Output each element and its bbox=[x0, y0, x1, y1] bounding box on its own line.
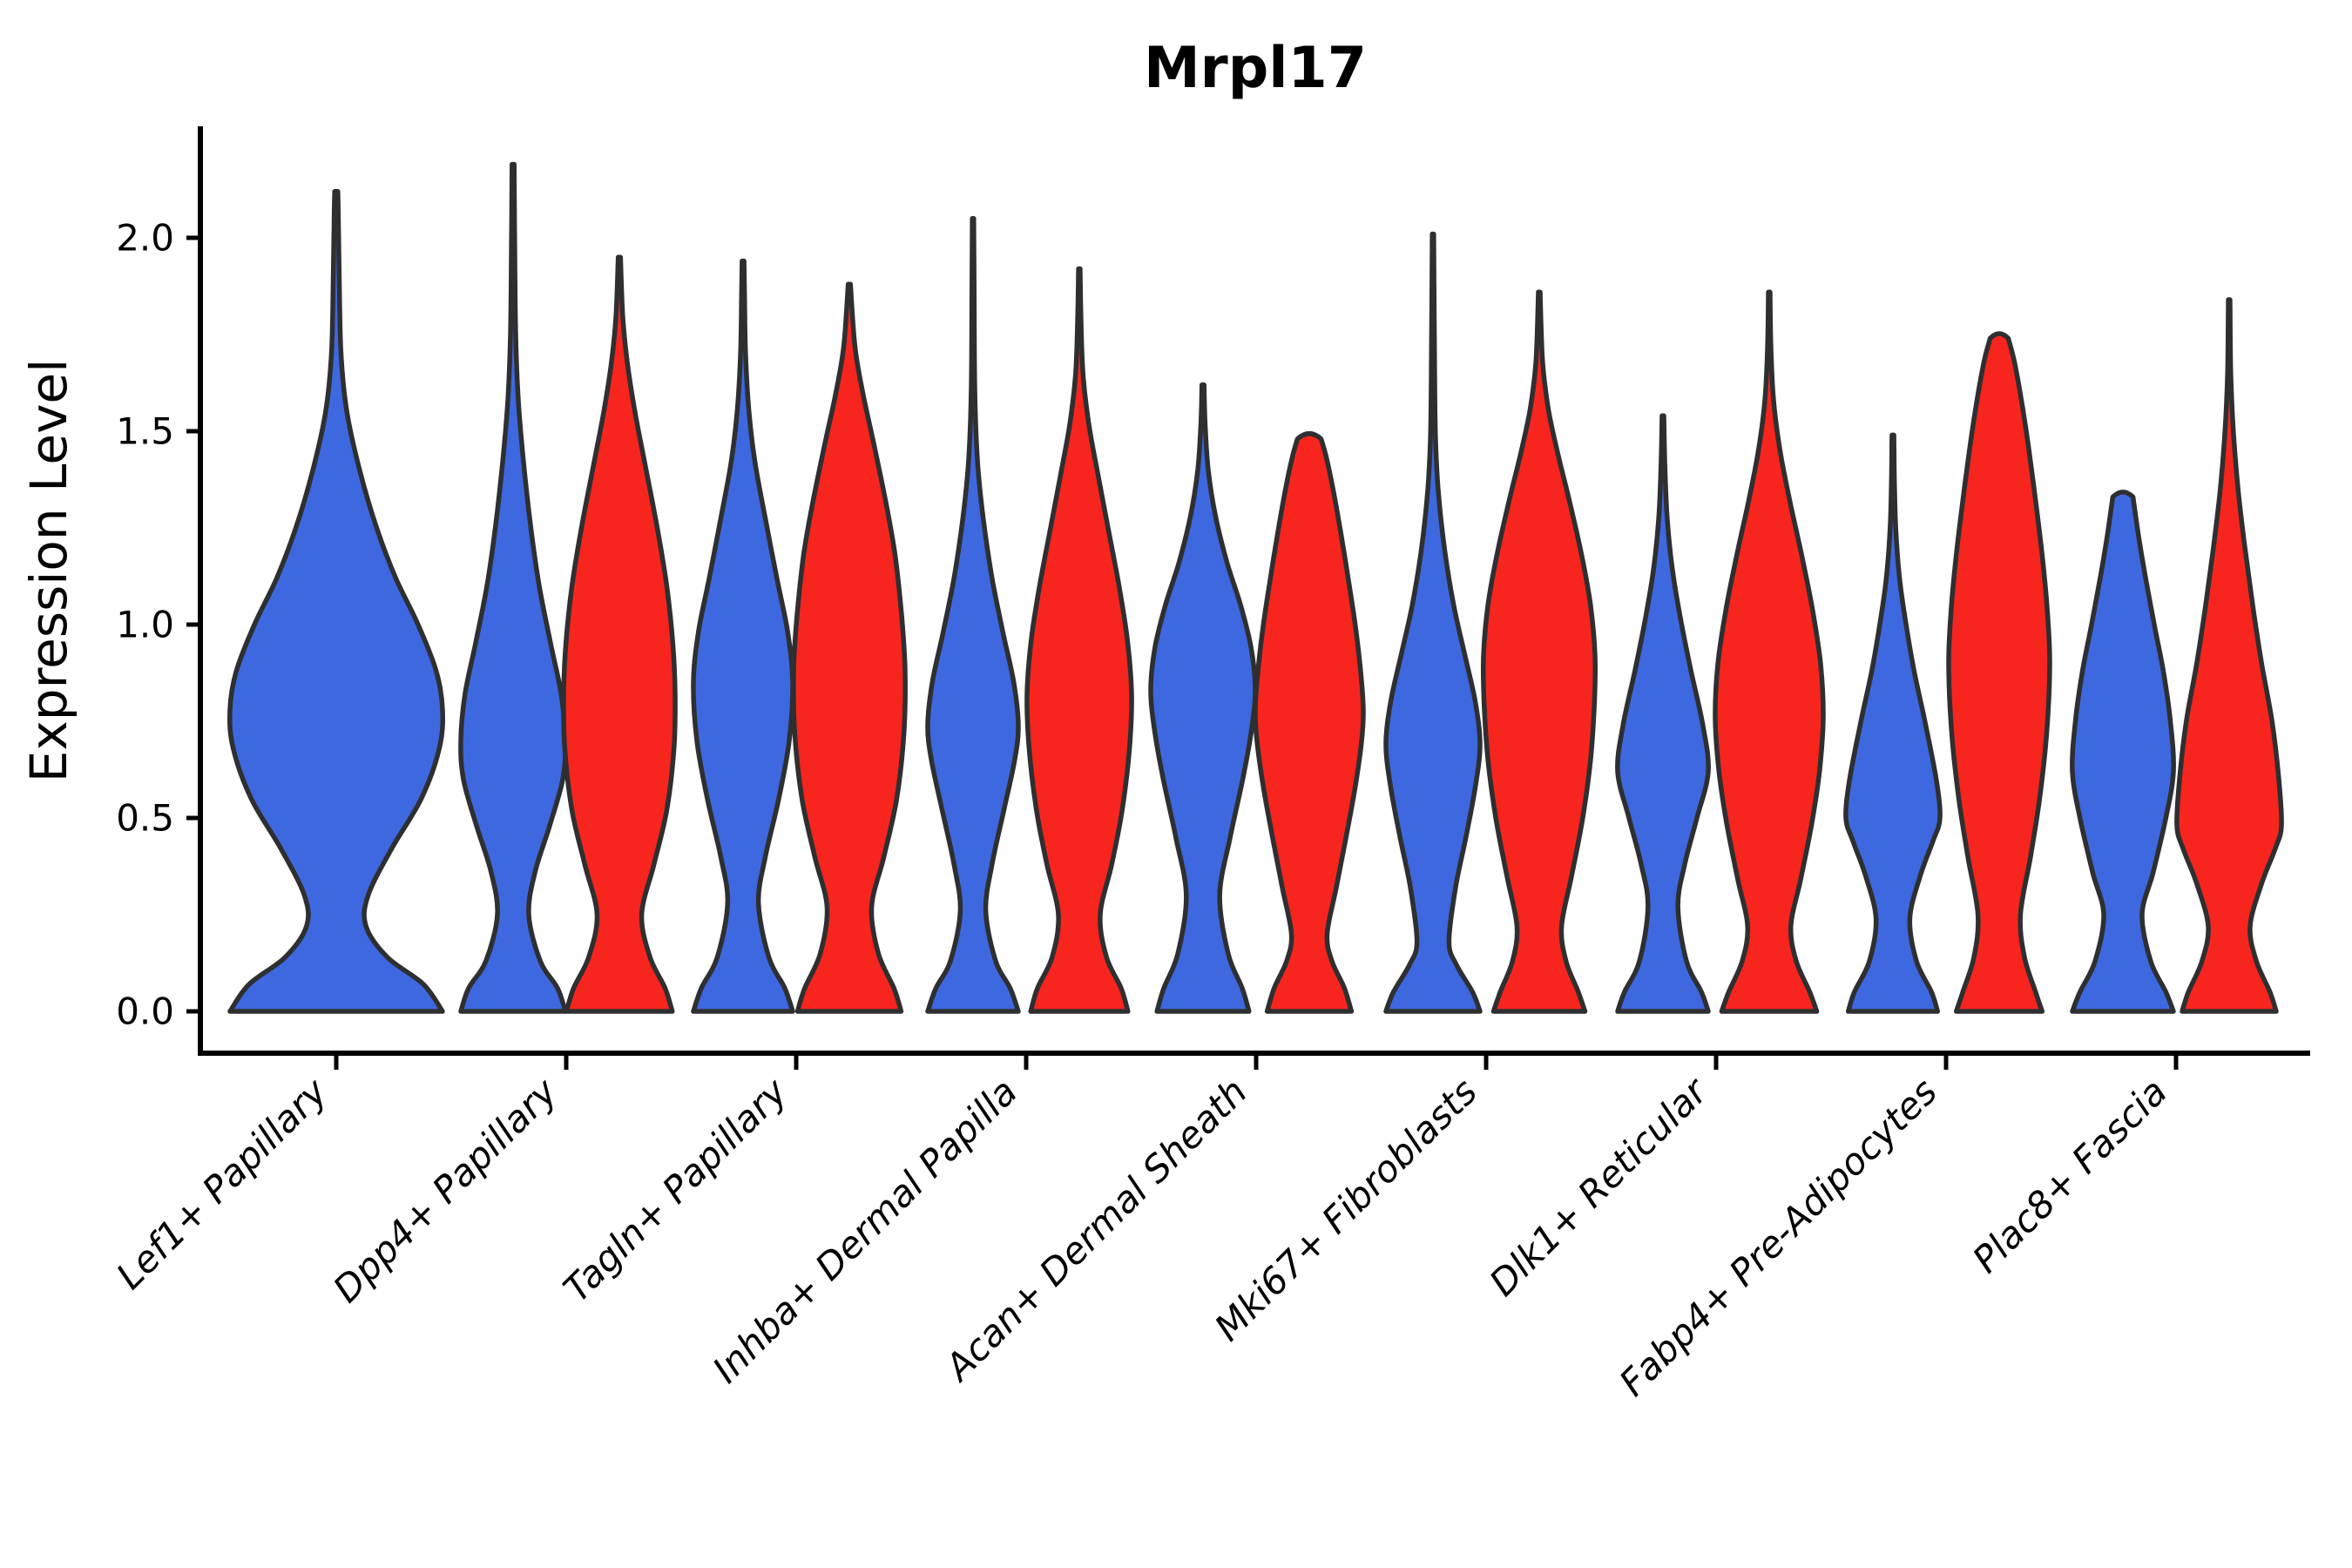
y-tick-label-2.0: 2.0 bbox=[116, 217, 174, 260]
violin-1-condition-blue bbox=[458, 161, 568, 1014]
y-tick-label-1.5: 1.5 bbox=[116, 410, 174, 453]
violin-3-condition-blue bbox=[925, 216, 1021, 1014]
violin-series-group bbox=[226, 161, 2284, 1014]
y-tick-label-0.0: 0.0 bbox=[116, 990, 174, 1033]
x-tick-label-2: Tagln+ Papillary bbox=[555, 1070, 796, 1311]
violin-5-condition-red bbox=[1480, 289, 1598, 1014]
y-tick-label-0.5: 0.5 bbox=[116, 797, 174, 840]
violin-2-condition-red bbox=[791, 281, 908, 1014]
violin-5-condition-blue bbox=[1383, 231, 1483, 1014]
violin-4-condition-blue bbox=[1148, 382, 1258, 1014]
violin-2-condition-blue bbox=[691, 258, 795, 1014]
violin-6-condition-blue bbox=[1615, 413, 1711, 1014]
y-axis-ticks: 0.0 0.5 1.0 1.5 2.0 bbox=[116, 217, 200, 1033]
violin-3-condition-red bbox=[1024, 266, 1134, 1014]
x-tick-label-8: Plac8+ Fascia bbox=[1964, 1070, 2175, 1281]
violin-4-condition-red bbox=[1253, 431, 1366, 1014]
violin-6-condition-red bbox=[1713, 289, 1826, 1014]
violin-8-condition-blue bbox=[2070, 490, 2176, 1014]
violin-7-condition-blue bbox=[1843, 432, 1943, 1014]
x-tick-label-6: Dlk1+ Reticular bbox=[1481, 1068, 1717, 1304]
chart-title: Mrpl17 bbox=[1144, 36, 1367, 101]
violin-7-condition-red bbox=[1946, 331, 2052, 1014]
x-tick-label-1: Dpp4+ Papillary bbox=[325, 1070, 566, 1311]
x-tick-label-0: Lef1+ Papillary bbox=[108, 1070, 336, 1298]
violin-1-condition-red bbox=[561, 254, 678, 1014]
y-tick-label-1.0: 1.0 bbox=[116, 604, 174, 646]
violin-0-condition-blue bbox=[226, 188, 446, 1014]
x-tick-label-5: Mki67+ Fibroblasts bbox=[1206, 1070, 1485, 1348]
y-axis-label: Expression Level bbox=[19, 359, 78, 782]
violin-8-condition-red bbox=[2174, 297, 2284, 1014]
